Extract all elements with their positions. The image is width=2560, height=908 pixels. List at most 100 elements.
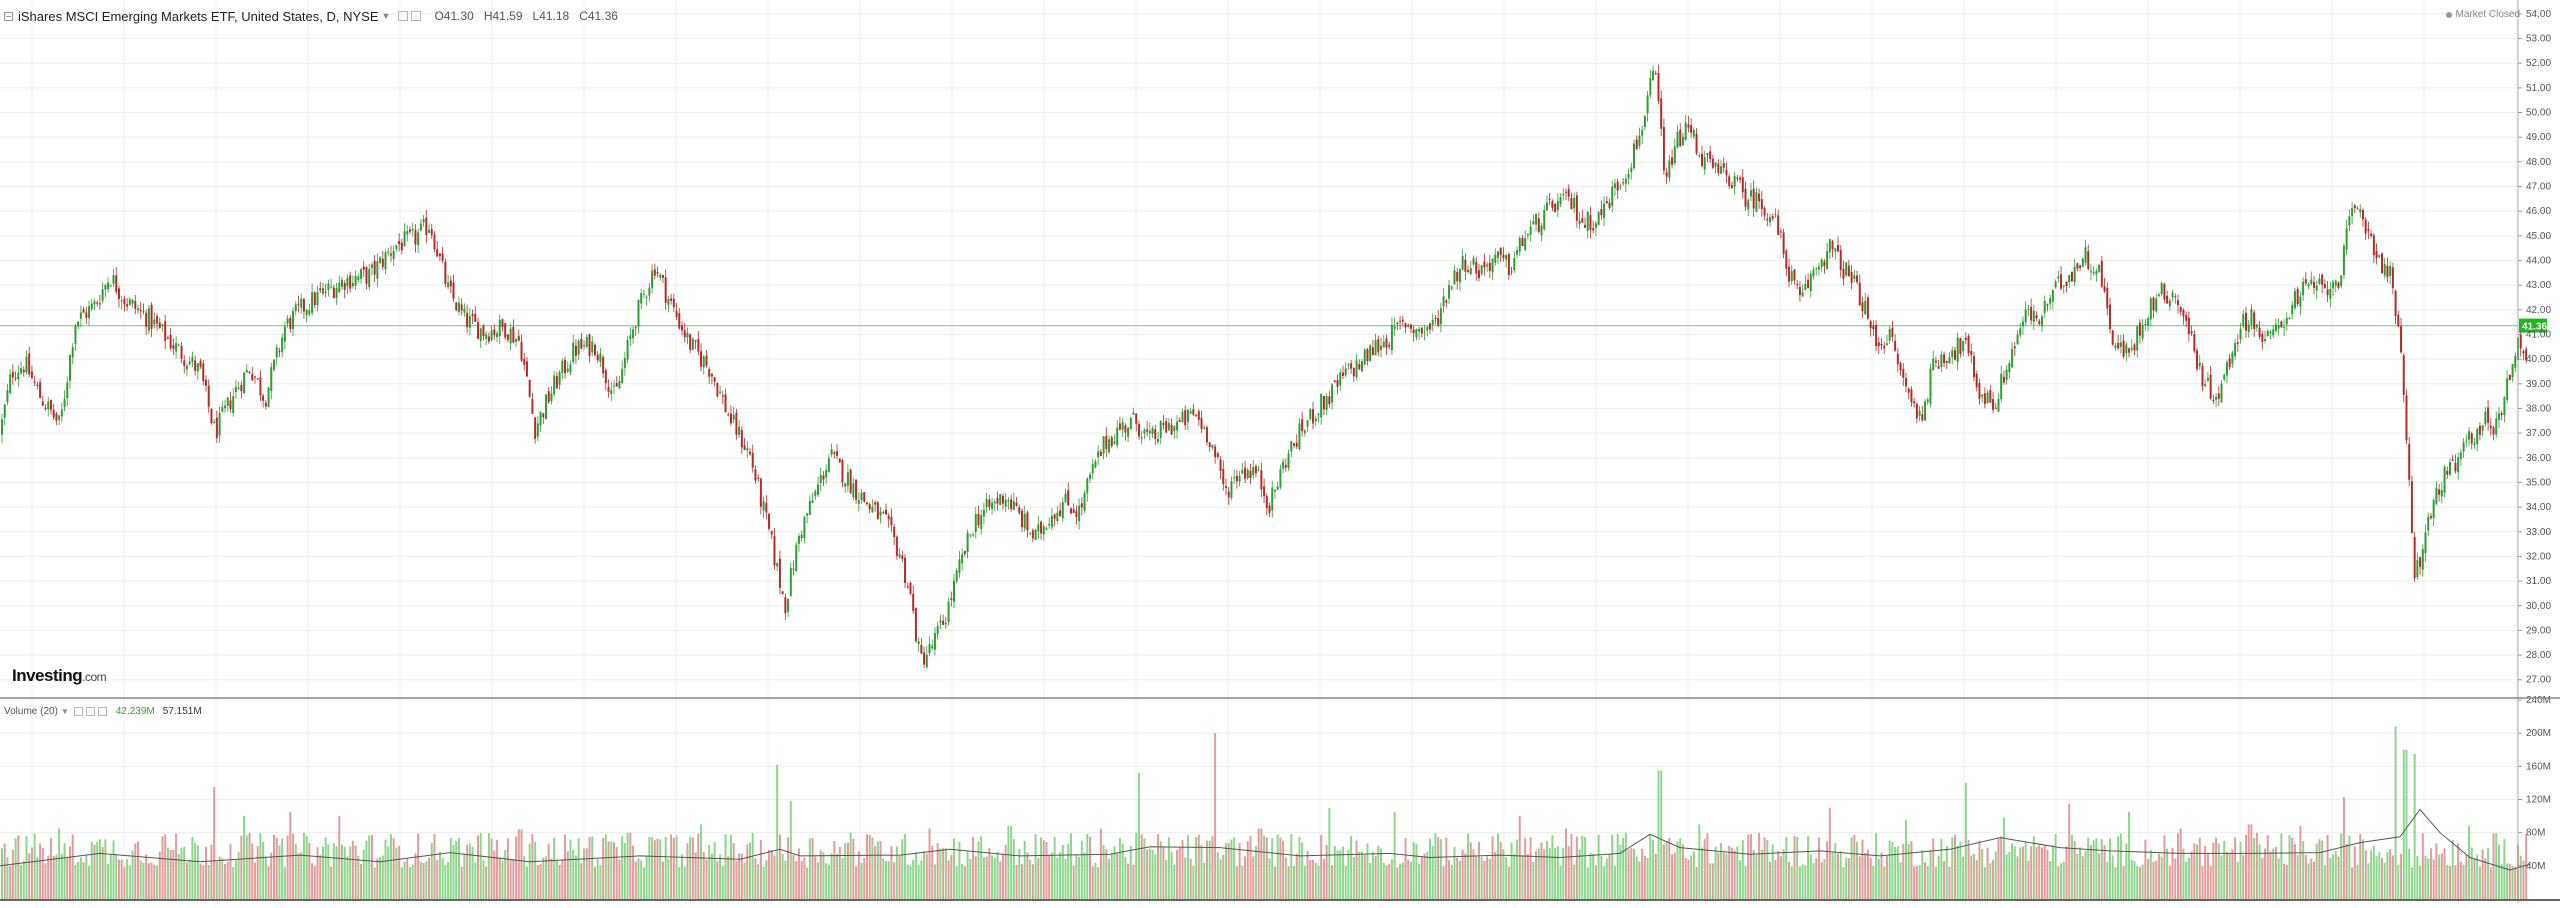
volume-bar — [2484, 858, 2487, 899]
volume-bar — [961, 863, 964, 899]
candle — [2041, 313, 2043, 332]
volume-bar — [1418, 863, 1421, 899]
candle-body — [1744, 188, 1747, 207]
candle-body — [1355, 360, 1358, 378]
candle-body — [1575, 195, 1578, 221]
volume-bar — [1926, 866, 1929, 899]
close-icon[interactable] — [97, 707, 107, 716]
candle — [1964, 332, 1967, 345]
volume-bar — [2348, 835, 2351, 899]
chevron-down-icon[interactable]: ▼ — [60, 707, 69, 716]
volume-bar — [1937, 855, 1940, 899]
candle-body — [1303, 430, 1306, 434]
candle — [2225, 359, 2228, 384]
candle — [564, 356, 567, 379]
candle-body — [2236, 342, 2239, 344]
volume-bar — [1793, 836, 1796, 899]
candle — [169, 328, 172, 351]
candle-body — [292, 311, 295, 330]
candle — [1869, 319, 1872, 337]
candle — [1491, 258, 1494, 280]
candle-body — [496, 333, 499, 338]
candle-body — [1306, 420, 1309, 427]
candle — [2511, 363, 2514, 383]
settings-icon[interactable] — [85, 707, 95, 716]
candle-body — [2076, 263, 2079, 269]
volume-bar — [1431, 846, 1434, 899]
candle-body — [2473, 443, 2476, 446]
candle — [2060, 266, 2063, 291]
settings-icon[interactable] — [398, 11, 409, 21]
candle-body — [2255, 324, 2258, 328]
candle — [166, 335, 169, 340]
volume-bar — [1676, 841, 1679, 899]
candle-body — [2405, 395, 2408, 441]
candle-body — [2206, 377, 2209, 381]
candle-body — [588, 334, 591, 356]
candle — [66, 376, 69, 406]
volume-bar — [1943, 861, 1946, 899]
candle — [1197, 409, 1200, 426]
candle-body — [1581, 218, 1584, 223]
candle — [1913, 397, 1916, 408]
candle — [1056, 506, 1059, 525]
candle — [2193, 330, 2196, 354]
volume-bar — [30, 847, 33, 899]
candle-body — [1328, 396, 1331, 405]
volume-title[interactable]: Volume (20) — [4, 706, 58, 717]
candle-body — [895, 536, 898, 556]
candle — [939, 614, 942, 630]
chevron-down-icon[interactable]: ▼ — [381, 11, 391, 21]
candle — [1382, 335, 1385, 348]
candle-body — [1388, 344, 1391, 347]
candle — [1668, 155, 1671, 182]
candle — [498, 314, 501, 345]
candle — [1352, 367, 1355, 382]
candle — [1815, 266, 1818, 276]
volume-bar — [1733, 850, 1736, 899]
volume-bar — [1276, 834, 1279, 899]
symbol-title[interactable]: iShares MSCI Emerging Markets ETF, Unite… — [18, 8, 379, 24]
candle — [1831, 239, 1834, 258]
candle — [2166, 290, 2169, 304]
candle — [267, 386, 270, 408]
candle — [224, 399, 227, 413]
candle-body — [1477, 270, 1480, 279]
candle-body — [1434, 317, 1437, 319]
volume-bar — [1774, 859, 1777, 899]
volume-bar — [735, 860, 738, 899]
volume-bar — [308, 843, 311, 899]
volume-bar — [917, 864, 920, 899]
candle — [1600, 200, 1603, 220]
volume-bar — [751, 832, 754, 899]
volume-bar — [1706, 833, 1709, 899]
volume-bar — [1494, 851, 1497, 899]
candle-body — [882, 512, 885, 514]
remove-icon[interactable] — [411, 11, 422, 21]
candle-body — [1913, 401, 1916, 404]
candle-body — [79, 312, 82, 319]
volume-bar — [942, 848, 945, 899]
candle-body — [1714, 162, 1717, 167]
volume-bar — [1869, 857, 1872, 899]
volume-bar — [577, 838, 580, 899]
candle-body — [868, 504, 871, 510]
collapse-icon[interactable] — [4, 11, 13, 21]
volume-bar — [947, 860, 950, 899]
volume-bar — [1059, 852, 1062, 899]
candle-body — [177, 344, 180, 346]
candle-body — [1486, 264, 1489, 267]
candle-body — [1382, 341, 1385, 348]
candle-body — [958, 559, 961, 574]
volume-bar — [240, 835, 243, 899]
volume-bar — [561, 859, 564, 899]
volume-bar — [2013, 846, 2016, 899]
volume-bar — [789, 801, 792, 899]
eye-icon[interactable] — [73, 707, 83, 716]
candle — [1472, 255, 1475, 266]
candle — [2079, 264, 2082, 271]
volume-bar — [248, 832, 251, 899]
candle-body — [180, 346, 183, 359]
